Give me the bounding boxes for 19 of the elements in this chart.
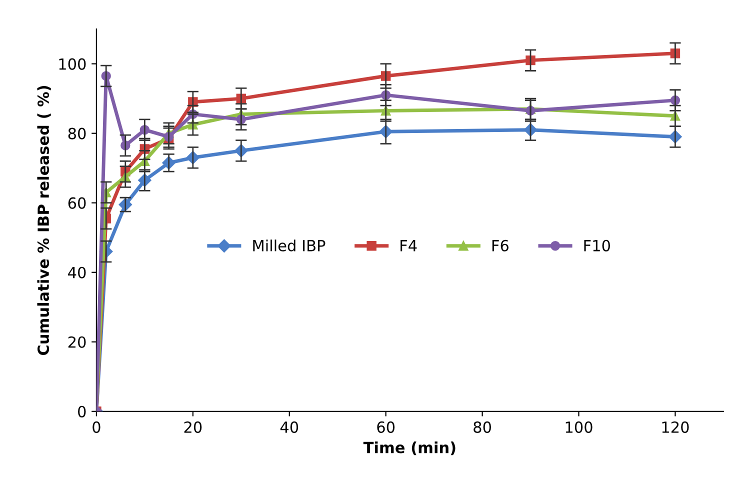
y-tick-label: 0 (78, 406, 86, 418)
legend-label: F10 (584, 240, 610, 252)
y-tick-label: 60 (68, 197, 86, 209)
legend-label: Milled IBP (253, 240, 326, 252)
x-tick-label: 60 (377, 421, 395, 433)
x-axis-title: Time (min) (363, 441, 456, 456)
x-tick-label: 20 (184, 421, 202, 433)
y-axis-title: Cumulative % IBP released ( %) (37, 86, 51, 356)
x-tick-label: 100 (566, 421, 592, 433)
x-tick-label: 40 (280, 421, 298, 433)
x-tick-label: 80 (474, 421, 492, 433)
y-tick-label: 20 (68, 336, 86, 348)
y-tick-label: 80 (68, 128, 86, 140)
x-tick-label: 0 (92, 421, 100, 433)
legend-label: F6 (492, 240, 508, 252)
legend-label: F4 (400, 240, 417, 252)
y-tick-label: 100 (59, 58, 86, 70)
x-tick-label: 120 (662, 421, 689, 433)
y-tick-label: 40 (68, 266, 86, 278)
